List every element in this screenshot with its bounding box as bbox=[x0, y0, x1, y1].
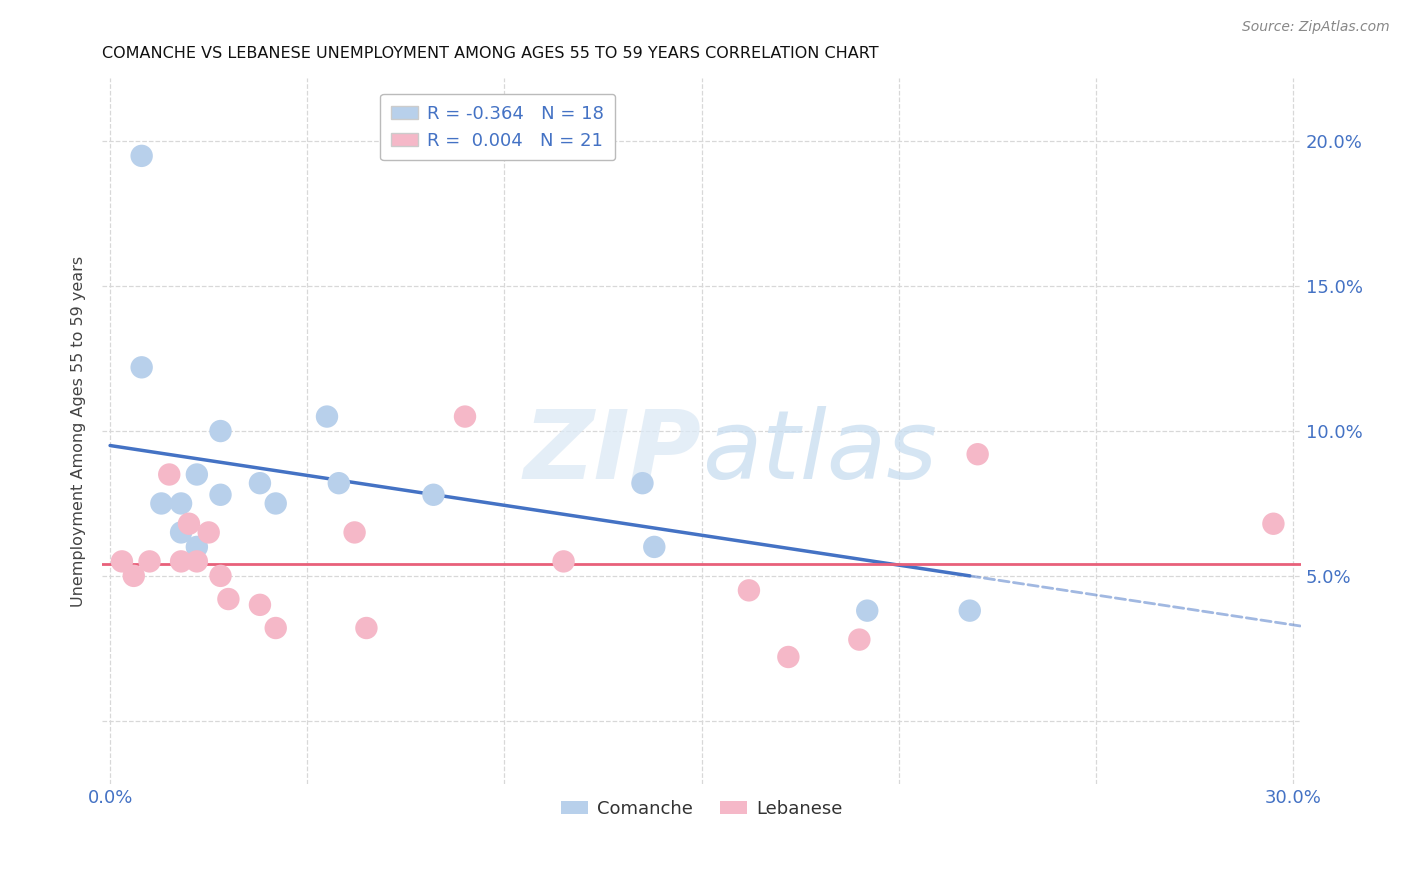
Point bbox=[186, 554, 208, 568]
Legend: Comanche, Lebanese: Comanche, Lebanese bbox=[554, 792, 849, 825]
Point bbox=[249, 476, 271, 491]
Point bbox=[264, 621, 287, 635]
Text: ZIP: ZIP bbox=[524, 406, 702, 499]
Point bbox=[422, 488, 444, 502]
Point bbox=[131, 149, 153, 163]
Point bbox=[959, 604, 981, 618]
Point bbox=[778, 650, 800, 665]
Point bbox=[356, 621, 378, 635]
Point bbox=[264, 496, 287, 510]
Point bbox=[631, 476, 654, 491]
Point bbox=[343, 525, 366, 540]
Point bbox=[316, 409, 339, 424]
Point bbox=[131, 360, 153, 375]
Point bbox=[848, 632, 870, 647]
Point bbox=[122, 569, 145, 583]
Point bbox=[328, 476, 350, 491]
Y-axis label: Unemployment Among Ages 55 to 59 years: Unemployment Among Ages 55 to 59 years bbox=[72, 255, 86, 607]
Point bbox=[209, 488, 232, 502]
Text: COMANCHE VS LEBANESE UNEMPLOYMENT AMONG AGES 55 TO 59 YEARS CORRELATION CHART: COMANCHE VS LEBANESE UNEMPLOYMENT AMONG … bbox=[103, 46, 879, 62]
Point bbox=[966, 447, 988, 461]
Point bbox=[454, 409, 477, 424]
Point bbox=[1263, 516, 1285, 531]
Point bbox=[856, 604, 879, 618]
Text: Source: ZipAtlas.com: Source: ZipAtlas.com bbox=[1241, 20, 1389, 34]
Point bbox=[170, 525, 193, 540]
Point bbox=[249, 598, 271, 612]
Point bbox=[738, 583, 761, 598]
Point bbox=[170, 496, 193, 510]
Point bbox=[186, 467, 208, 482]
Point bbox=[177, 516, 200, 531]
Point bbox=[170, 554, 193, 568]
Point bbox=[209, 569, 232, 583]
Point bbox=[209, 424, 232, 438]
Point bbox=[197, 525, 219, 540]
Point bbox=[186, 540, 208, 554]
Point bbox=[111, 554, 134, 568]
Point bbox=[643, 540, 665, 554]
Text: atlas: atlas bbox=[702, 406, 936, 499]
Point bbox=[138, 554, 160, 568]
Point bbox=[150, 496, 173, 510]
Point bbox=[553, 554, 575, 568]
Point bbox=[157, 467, 180, 482]
Point bbox=[217, 592, 239, 607]
